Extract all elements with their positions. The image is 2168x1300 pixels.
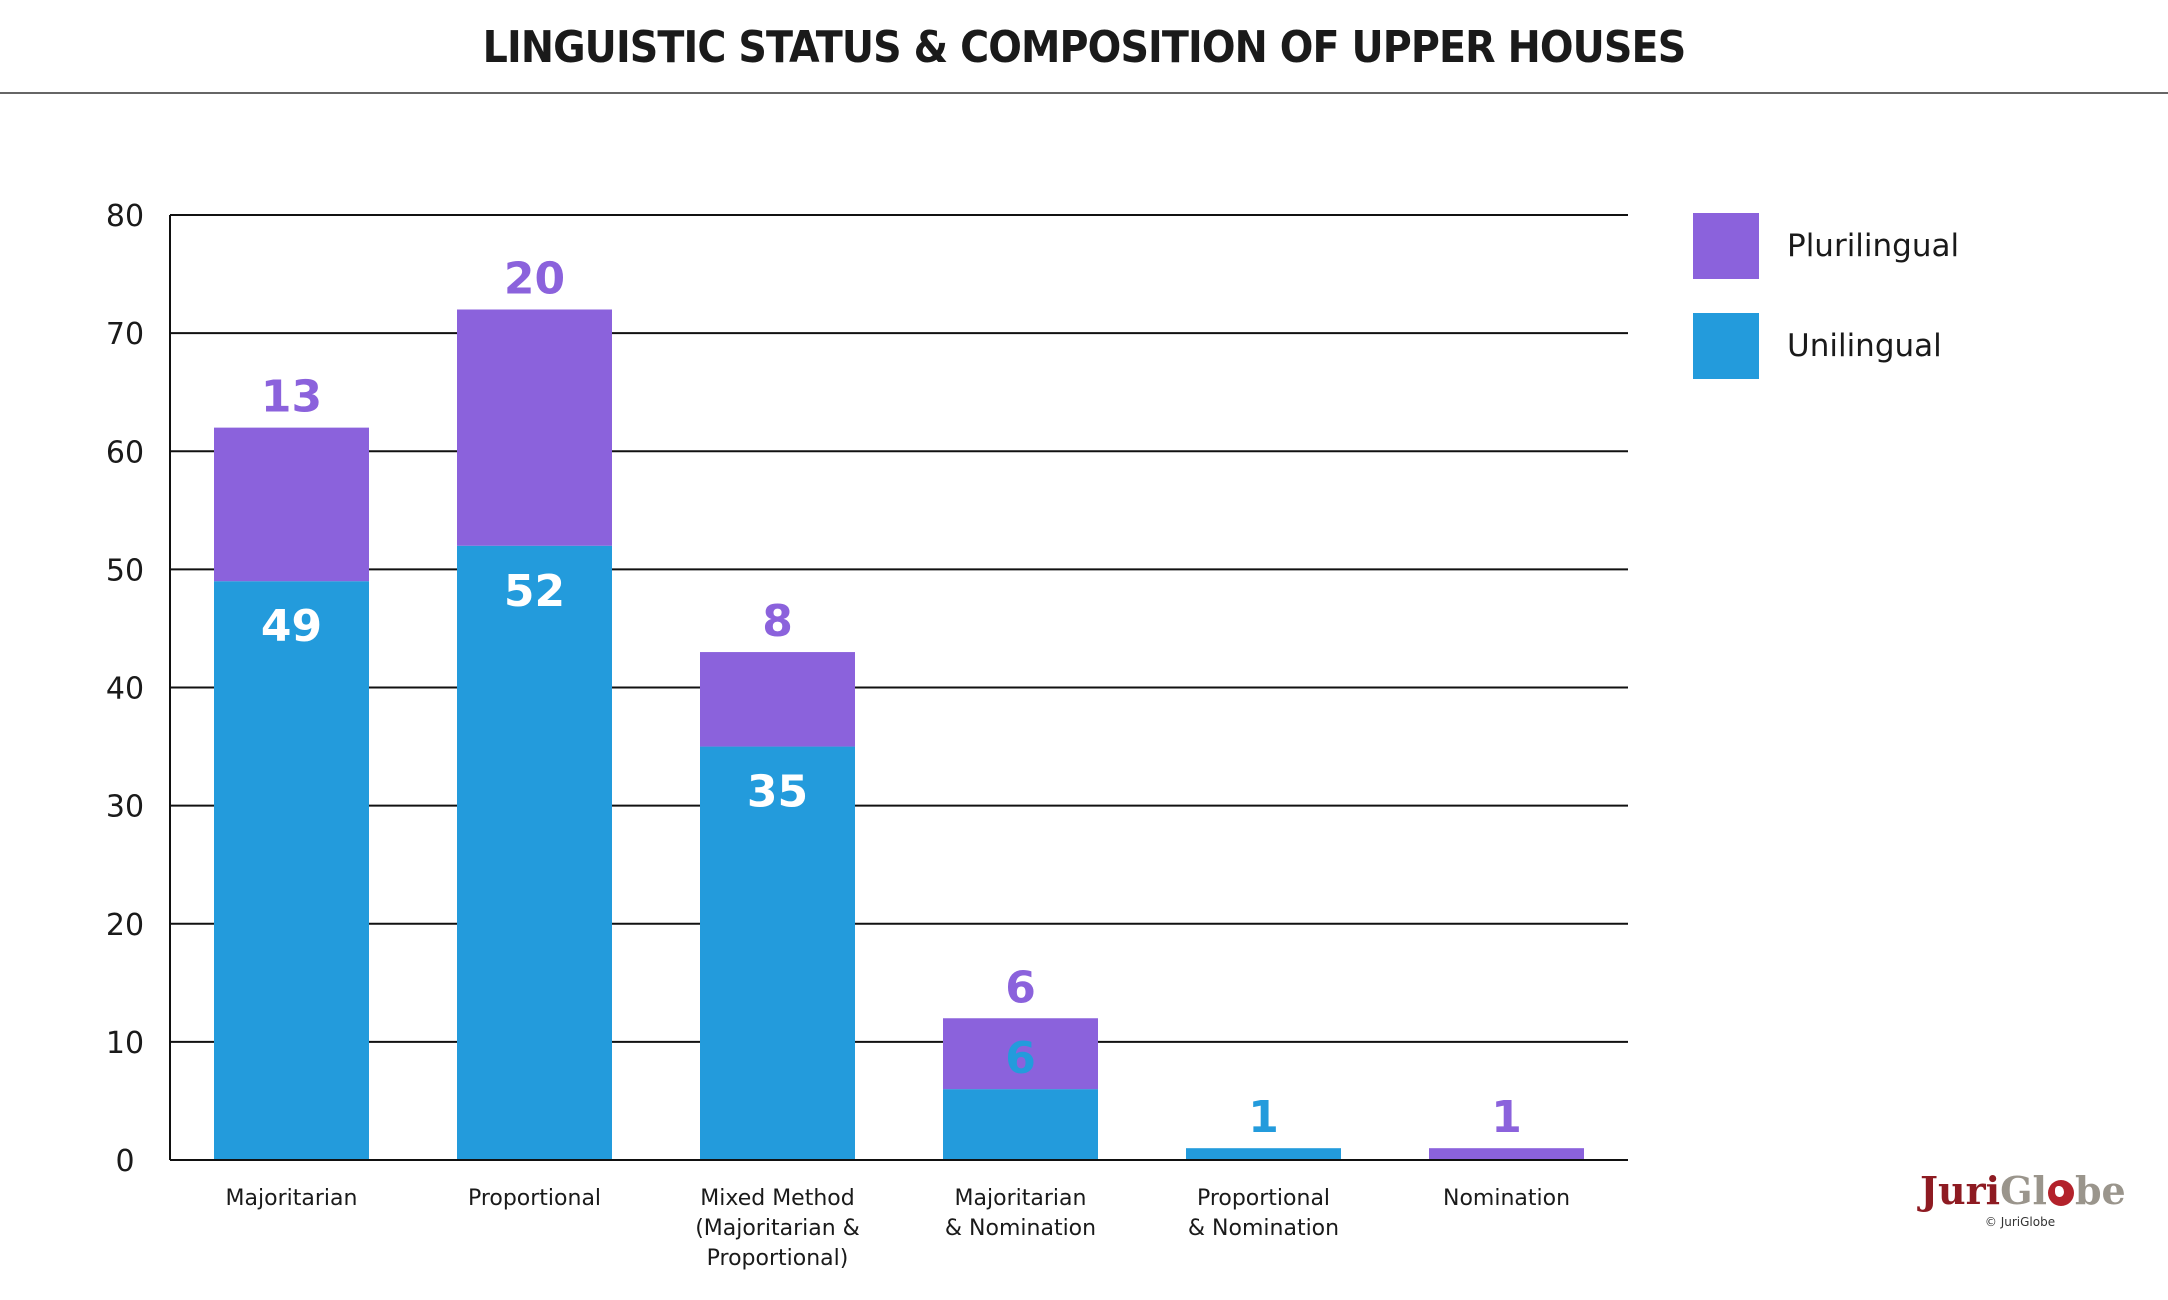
x-tick-label-3-0: Majoritarian bbox=[955, 1186, 1087, 1211]
bar-unilingual-2 bbox=[700, 746, 855, 1160]
x-tick-label-0-0: Majoritarian bbox=[226, 1186, 358, 1211]
y-tick-label-10: 10 bbox=[106, 1026, 144, 1061]
x-tick-label-3-1: & Nomination bbox=[945, 1216, 1096, 1241]
brand-logo: JuriGl be © JuriGlobe bbox=[1920, 1168, 2126, 1229]
bar-plurilingual-0 bbox=[214, 427, 369, 582]
x-tick-label-2-2: Proportional) bbox=[707, 1246, 849, 1271]
y-tick-label-70: 70 bbox=[106, 317, 144, 352]
x-tick-label-4-0: Proportional bbox=[1197, 1186, 1330, 1211]
data-label-plurilingual-2: 8 bbox=[762, 596, 793, 647]
bar-unilingual-1 bbox=[457, 545, 612, 1160]
legend-swatch-plurilingual bbox=[1693, 213, 1759, 279]
y-tick-label-60: 60 bbox=[106, 435, 144, 470]
y-tick-label-40: 40 bbox=[106, 672, 144, 707]
x-tick-label-2-1: (Majoritarian & bbox=[695, 1216, 860, 1241]
y-tick-label-0: 0 bbox=[115, 1144, 134, 1179]
data-label-plurilingual-0: 13 bbox=[261, 372, 322, 423]
x-tick-label-4-1: & Nomination bbox=[1188, 1216, 1339, 1241]
data-label-unilingual-2: 35 bbox=[747, 767, 808, 818]
data-label-plurilingual-5: 1 bbox=[1491, 1092, 1522, 1143]
bar-plurilingual-2 bbox=[700, 652, 855, 747]
legend-swatch-unilingual bbox=[1693, 313, 1759, 379]
legend: Plurilingual Unilingual bbox=[1693, 213, 1959, 413]
copyright-text: © JuriGlobe bbox=[1984, 1215, 2056, 1229]
data-label-unilingual-3: 6 bbox=[1005, 1033, 1036, 1084]
y-tick-label-20: 20 bbox=[106, 908, 144, 943]
x-tick-label-5-0: Nomination bbox=[1443, 1186, 1570, 1211]
data-label-unilingual-4: 1 bbox=[1248, 1092, 1279, 1143]
gridlines bbox=[170, 214, 1628, 1043]
y-tick-label-30: 30 bbox=[106, 790, 144, 825]
title-divider bbox=[0, 92, 2168, 94]
y-tick-label-50: 50 bbox=[106, 553, 144, 588]
globe-icon bbox=[2047, 1180, 2074, 1206]
legend-label-unilingual: Unilingual bbox=[1787, 328, 1942, 364]
data-label-unilingual-0: 49 bbox=[261, 601, 322, 652]
bar-plurilingual-5 bbox=[1429, 1148, 1584, 1160]
juriglobe-logo: JuriGl be bbox=[1920, 1168, 2126, 1213]
x-tick-label-1-0: Proportional bbox=[468, 1186, 601, 1211]
chart-title: LINGUISTIC STATUS & COMPOSITION OF UPPER… bbox=[482, 22, 1687, 73]
y-tick-label-80: 80 bbox=[106, 199, 144, 234]
data-labels: 49 13 52 20 35 8 6 6 1 1 bbox=[261, 254, 1522, 1144]
bar-unilingual-3 bbox=[943, 1089, 1098, 1160]
data-label-unilingual-1: 52 bbox=[504, 566, 565, 617]
bars bbox=[214, 309, 1584, 1160]
bar-unilingual-0 bbox=[214, 581, 369, 1160]
legend-item-unilingual: Unilingual bbox=[1693, 313, 1959, 379]
x-tick-label-2-0: Mixed Method bbox=[700, 1186, 854, 1211]
axes: 0 10 20 30 40 50 60 70 80 Majoritarian Proportiona… bbox=[106, 199, 1628, 1271]
data-label-plurilingual-1: 20 bbox=[504, 254, 565, 305]
legend-label-plurilingual: Plurilingual bbox=[1787, 228, 1960, 264]
bar-unilingual-4 bbox=[1186, 1148, 1341, 1160]
bar-plurilingual-1 bbox=[457, 309, 612, 546]
data-label-plurilingual-3: 6 bbox=[1005, 962, 1036, 1013]
bar-plurilingual-3 bbox=[943, 1018, 1098, 1090]
legend-item-plurilingual: Plurilingual bbox=[1693, 213, 1959, 279]
